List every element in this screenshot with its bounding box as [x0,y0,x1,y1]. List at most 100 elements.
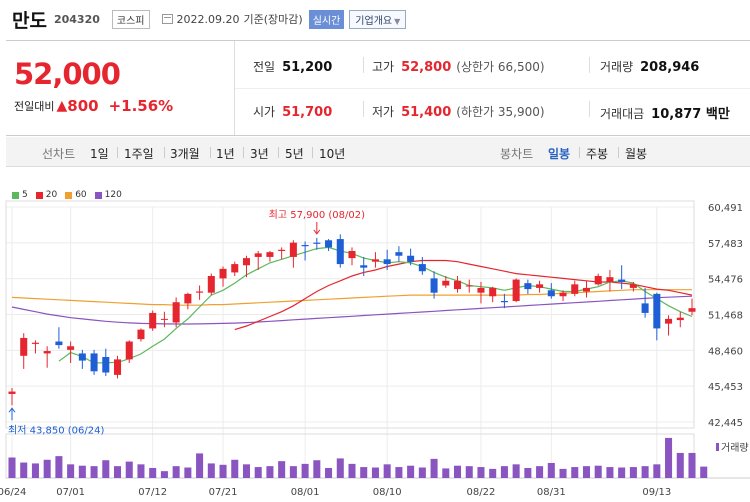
candle-body [489,287,497,297]
legend-swatch [35,191,43,199]
tab-monthly[interactable]: 월봉 [625,147,648,161]
volume-legend-swatch [716,443,719,451]
tab-daily[interactable]: 일봉 [548,147,571,161]
x-tick-label: 09/13 [642,487,671,498]
candle-body [196,291,204,293]
volume-bar [407,465,415,478]
candle-body [665,318,673,324]
tab-3y[interactable]: 3년 [250,147,269,161]
volume-bar [395,467,403,478]
candle-body [254,253,262,257]
high-value: 52,800 [401,60,452,75]
y-tick-label: 42,445 [708,418,743,429]
legend-ma60[interactable]: 60 [65,190,87,200]
candle-body [219,268,227,279]
realtime-button[interactable]: 실시간 [308,9,345,29]
x-tick-label: 07/21 [209,487,238,498]
candle-body [160,318,168,320]
candle-body [207,275,215,293]
tab-3m[interactable]: 3개월 [170,147,200,161]
tab-1d[interactable]: 1일 [90,147,109,161]
legend-ma5[interactable]: 5 [12,190,28,200]
line-chart-label: 선차트 [42,147,76,161]
plot-frame [5,200,695,429]
x-tick-label: 06/24 [0,487,26,498]
quote-date: 2022.09.20 [176,12,240,26]
prev-close-value: 51,200 [282,60,333,75]
legend-swatch [65,191,73,199]
volume-bar [43,459,51,478]
tab-1y[interactable]: 1년 [216,147,235,161]
volume-bar [442,468,450,478]
candle-body [102,357,110,373]
tab-1w[interactable]: 1주일 [124,147,154,161]
open-value: 51,700 [282,105,333,120]
low-arrowhead-icon [8,407,16,413]
volume-bar [454,465,462,478]
volume-bar [618,467,626,478]
volume-bar [125,461,133,478]
y-tick-label: 60,491 [708,203,743,214]
volume-bar [594,465,602,478]
tab-10y[interactable]: 10년 [319,147,346,161]
low-value: 51,400 [401,105,452,120]
calendar-icon [161,14,173,24]
volume-bar [336,458,344,478]
legend-swatch [94,191,102,199]
candle-body [559,292,567,297]
volume-bar [78,465,86,478]
candle-body [500,301,508,303]
volume-bar [160,471,168,478]
x-tick-label: 08/22 [467,487,496,498]
change-percent: +1.56% [108,97,174,115]
up-triangle-icon: ▲ [56,98,68,114]
volume-bar [500,466,508,478]
y-tick-label: 48,460 [708,346,743,357]
candle-body [371,259,379,262]
volume-bar [477,467,485,478]
low-label: 저가 [372,105,395,119]
legend-label: 60 [75,190,87,200]
candle-body [653,293,661,329]
candle-body [547,290,555,297]
volume-bar [137,464,145,478]
volume-bar [536,466,544,478]
x-tick-label: 07/01 [56,487,85,498]
legend-label: 20 [45,190,58,200]
legend-ma120[interactable]: 120 [94,190,122,200]
corp-info-dropdown[interactable]: 기업개요 ▼ [349,9,407,29]
volume-bar [172,466,180,478]
candle-body [477,287,485,293]
high-cell: 고가 52,800 (상한가 66,500) [372,58,545,75]
quote-basis: 기준(장마감) [243,13,303,26]
candle-body [641,303,649,313]
volume-cell: 거래량 208,946 [600,58,699,75]
volume-bar [383,464,391,478]
divider [363,57,364,73]
chart-period-tabs: 선차트 1일 1주일 3개월 1년 3년 5년 10년 봉차트 일봉 주봉 월봉 [6,137,750,167]
candle-body [348,250,356,259]
divider [579,147,580,158]
candle-body [20,337,28,356]
ma60-line [11,289,692,306]
legend-ma20[interactable]: 20 [35,190,58,200]
y-tick-label: 57,483 [708,239,743,250]
candle-body [125,341,133,360]
tab-5y[interactable]: 5년 [285,147,304,161]
tab-weekly[interactable]: 주봉 [586,147,609,161]
volume-bar [231,459,239,478]
legend-label: 120 [104,190,122,200]
current-price: 52,000 [14,57,121,91]
candle-chart-label: 봉차트 [500,147,534,161]
candle-body [418,264,426,272]
volume-bar [67,464,75,478]
x-tick-label: 08/01 [291,487,320,498]
candle-body [149,312,157,329]
volume-bar [559,468,567,478]
candle-body [55,341,63,346]
volume-bar [196,453,204,478]
y-tick-label: 54,476 [708,275,743,286]
candle-body [407,255,415,262]
volume-bar [700,466,708,478]
volume-bar [629,467,637,478]
